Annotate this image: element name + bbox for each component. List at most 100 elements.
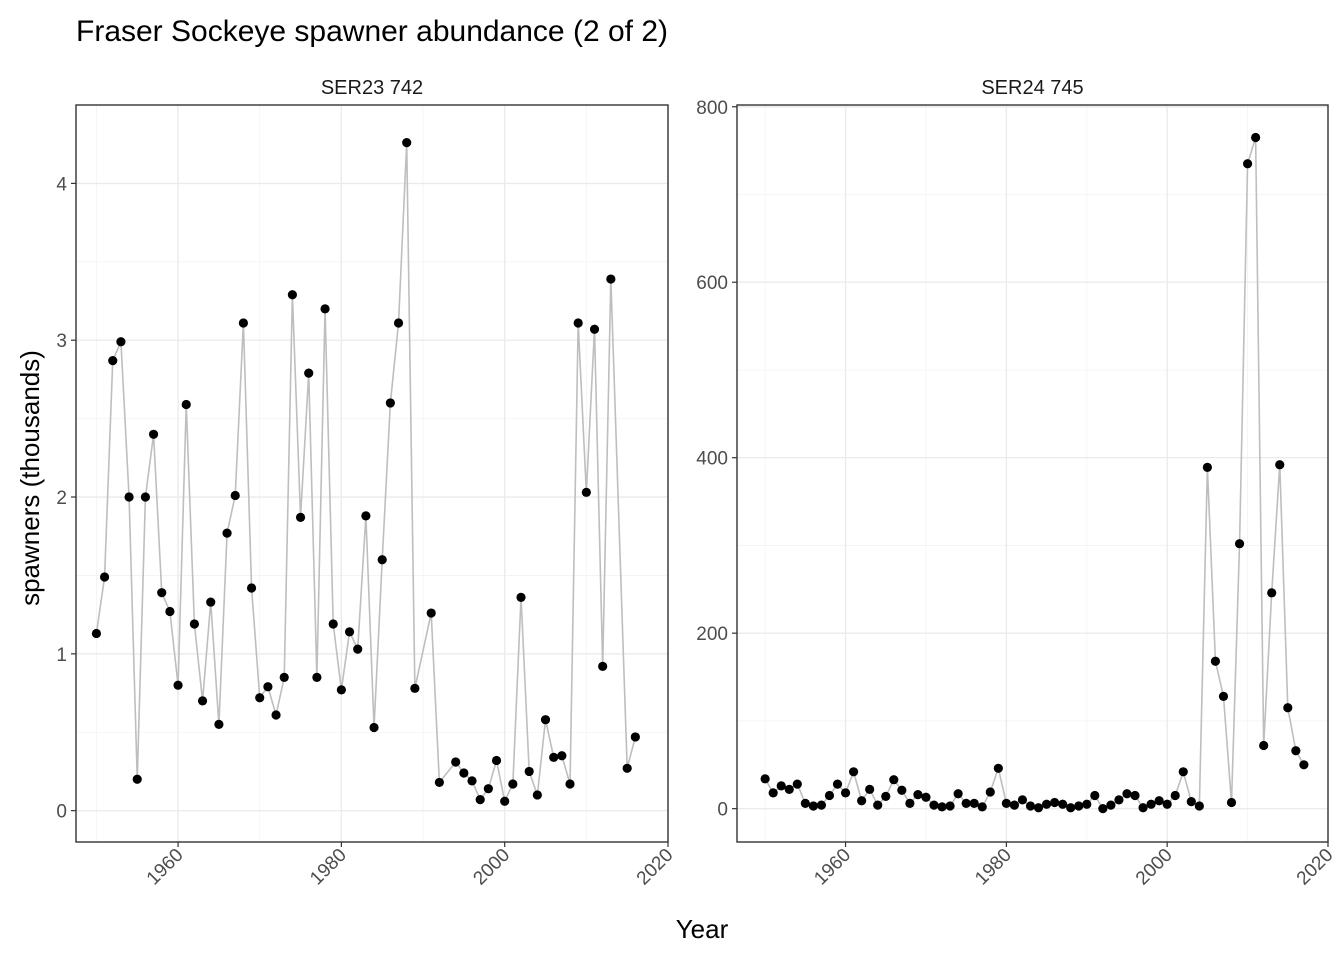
data-point bbox=[532, 790, 542, 800]
data-point bbox=[1090, 790, 1100, 801]
data-point bbox=[140, 492, 151, 502]
data-point bbox=[287, 290, 297, 300]
data-point bbox=[937, 802, 947, 812]
data-point bbox=[921, 792, 931, 802]
y-tick-label: 0 bbox=[717, 800, 728, 821]
data-point bbox=[977, 802, 987, 812]
data-point bbox=[881, 791, 891, 801]
data-point bbox=[336, 685, 346, 695]
chart-title: Fraser Sockeye spawner abundance (2 of 2… bbox=[76, 15, 668, 48]
data-point bbox=[816, 800, 827, 810]
data-point bbox=[1154, 796, 1164, 806]
data-point bbox=[238, 318, 248, 328]
data-point bbox=[116, 337, 126, 347]
data-point bbox=[1138, 803, 1148, 813]
data-point bbox=[385, 398, 395, 408]
data-point bbox=[1275, 460, 1285, 470]
data-point bbox=[1114, 795, 1124, 805]
x-axis-title: Year bbox=[676, 914, 729, 944]
x-tick-label: 1960 bbox=[143, 845, 188, 890]
x-tick-label: 2020 bbox=[633, 845, 678, 890]
data-point bbox=[393, 318, 404, 328]
data-point bbox=[622, 763, 632, 773]
data-point bbox=[1050, 797, 1060, 808]
data-point bbox=[929, 800, 939, 810]
data-point bbox=[1098, 804, 1108, 814]
data-point bbox=[377, 555, 387, 565]
data-point bbox=[402, 138, 412, 148]
facet-panels: SER23 742 0 1 2 3 4 1960 1980 2000 2020 SER24 745 0… bbox=[56, 77, 1337, 889]
data-point bbox=[1146, 799, 1156, 809]
data-point bbox=[344, 627, 355, 637]
panel-1: SER23 742 0 1 2 3 4 1960 1980 2000 2020 bbox=[56, 77, 677, 889]
data-point bbox=[1033, 803, 1044, 813]
data-point bbox=[1025, 801, 1036, 811]
data-point bbox=[573, 318, 583, 328]
data-point bbox=[353, 644, 363, 654]
y-tick-label: 200 bbox=[696, 624, 728, 645]
data-point bbox=[1058, 799, 1068, 809]
data-point bbox=[99, 572, 110, 582]
data-point bbox=[1259, 740, 1269, 751]
data-point bbox=[945, 801, 955, 811]
data-point bbox=[459, 768, 469, 778]
data-point bbox=[1162, 799, 1172, 809]
x-tick-label: 1960 bbox=[810, 845, 855, 890]
data-point bbox=[320, 304, 330, 314]
data-point bbox=[1001, 798, 1011, 808]
data-point bbox=[848, 767, 859, 777]
data-point bbox=[1082, 799, 1092, 809]
data-point bbox=[897, 785, 907, 795]
data-point bbox=[1283, 703, 1293, 713]
data-point bbox=[516, 592, 526, 602]
y-tick-label: 400 bbox=[696, 449, 728, 470]
data-point bbox=[1170, 790, 1180, 801]
data-point bbox=[91, 628, 102, 639]
data-point bbox=[206, 597, 216, 607]
panel-1-series-line bbox=[95, 142, 637, 804]
data-point bbox=[1106, 800, 1116, 810]
data-point bbox=[263, 682, 273, 692]
panel-2-border bbox=[736, 104, 1329, 843]
data-point bbox=[1009, 800, 1020, 810]
data-point bbox=[808, 801, 818, 811]
data-point bbox=[840, 788, 851, 798]
data-point bbox=[776, 781, 786, 791]
data-point bbox=[483, 784, 493, 794]
data-point bbox=[369, 722, 379, 733]
data-point bbox=[784, 784, 794, 794]
data-point bbox=[768, 788, 778, 798]
data-point bbox=[1267, 588, 1277, 598]
data-point bbox=[606, 274, 616, 284]
data-point bbox=[865, 784, 875, 794]
data-point bbox=[760, 774, 770, 784]
data-point bbox=[165, 606, 175, 617]
data-point bbox=[1299, 760, 1309, 770]
data-point bbox=[549, 752, 559, 762]
x-tick-label: 2000 bbox=[469, 845, 514, 890]
data-point bbox=[246, 583, 257, 593]
data-point bbox=[173, 680, 183, 690]
data-point bbox=[451, 757, 461, 767]
data-point bbox=[132, 774, 142, 784]
data-point bbox=[108, 355, 118, 366]
data-point bbox=[598, 661, 608, 671]
y-tick-label: 2 bbox=[56, 488, 67, 509]
data-point bbox=[1130, 790, 1140, 801]
data-point bbox=[1122, 789, 1132, 799]
data-point bbox=[410, 683, 420, 693]
x-tick-label: 2000 bbox=[1132, 845, 1177, 890]
data-point bbox=[255, 693, 265, 703]
data-point bbox=[279, 672, 289, 682]
data-point bbox=[913, 790, 923, 800]
data-point bbox=[1041, 799, 1052, 809]
data-point bbox=[1242, 159, 1253, 169]
x-tick-label: 1980 bbox=[971, 845, 1016, 890]
panel-2: SER24 745 0 200 400 600 800 1960 1980 2000 2020 bbox=[696, 77, 1337, 889]
data-point bbox=[426, 608, 436, 618]
data-point bbox=[214, 719, 224, 729]
data-point bbox=[222, 528, 232, 538]
data-point bbox=[475, 795, 485, 805]
data-point bbox=[969, 798, 979, 808]
